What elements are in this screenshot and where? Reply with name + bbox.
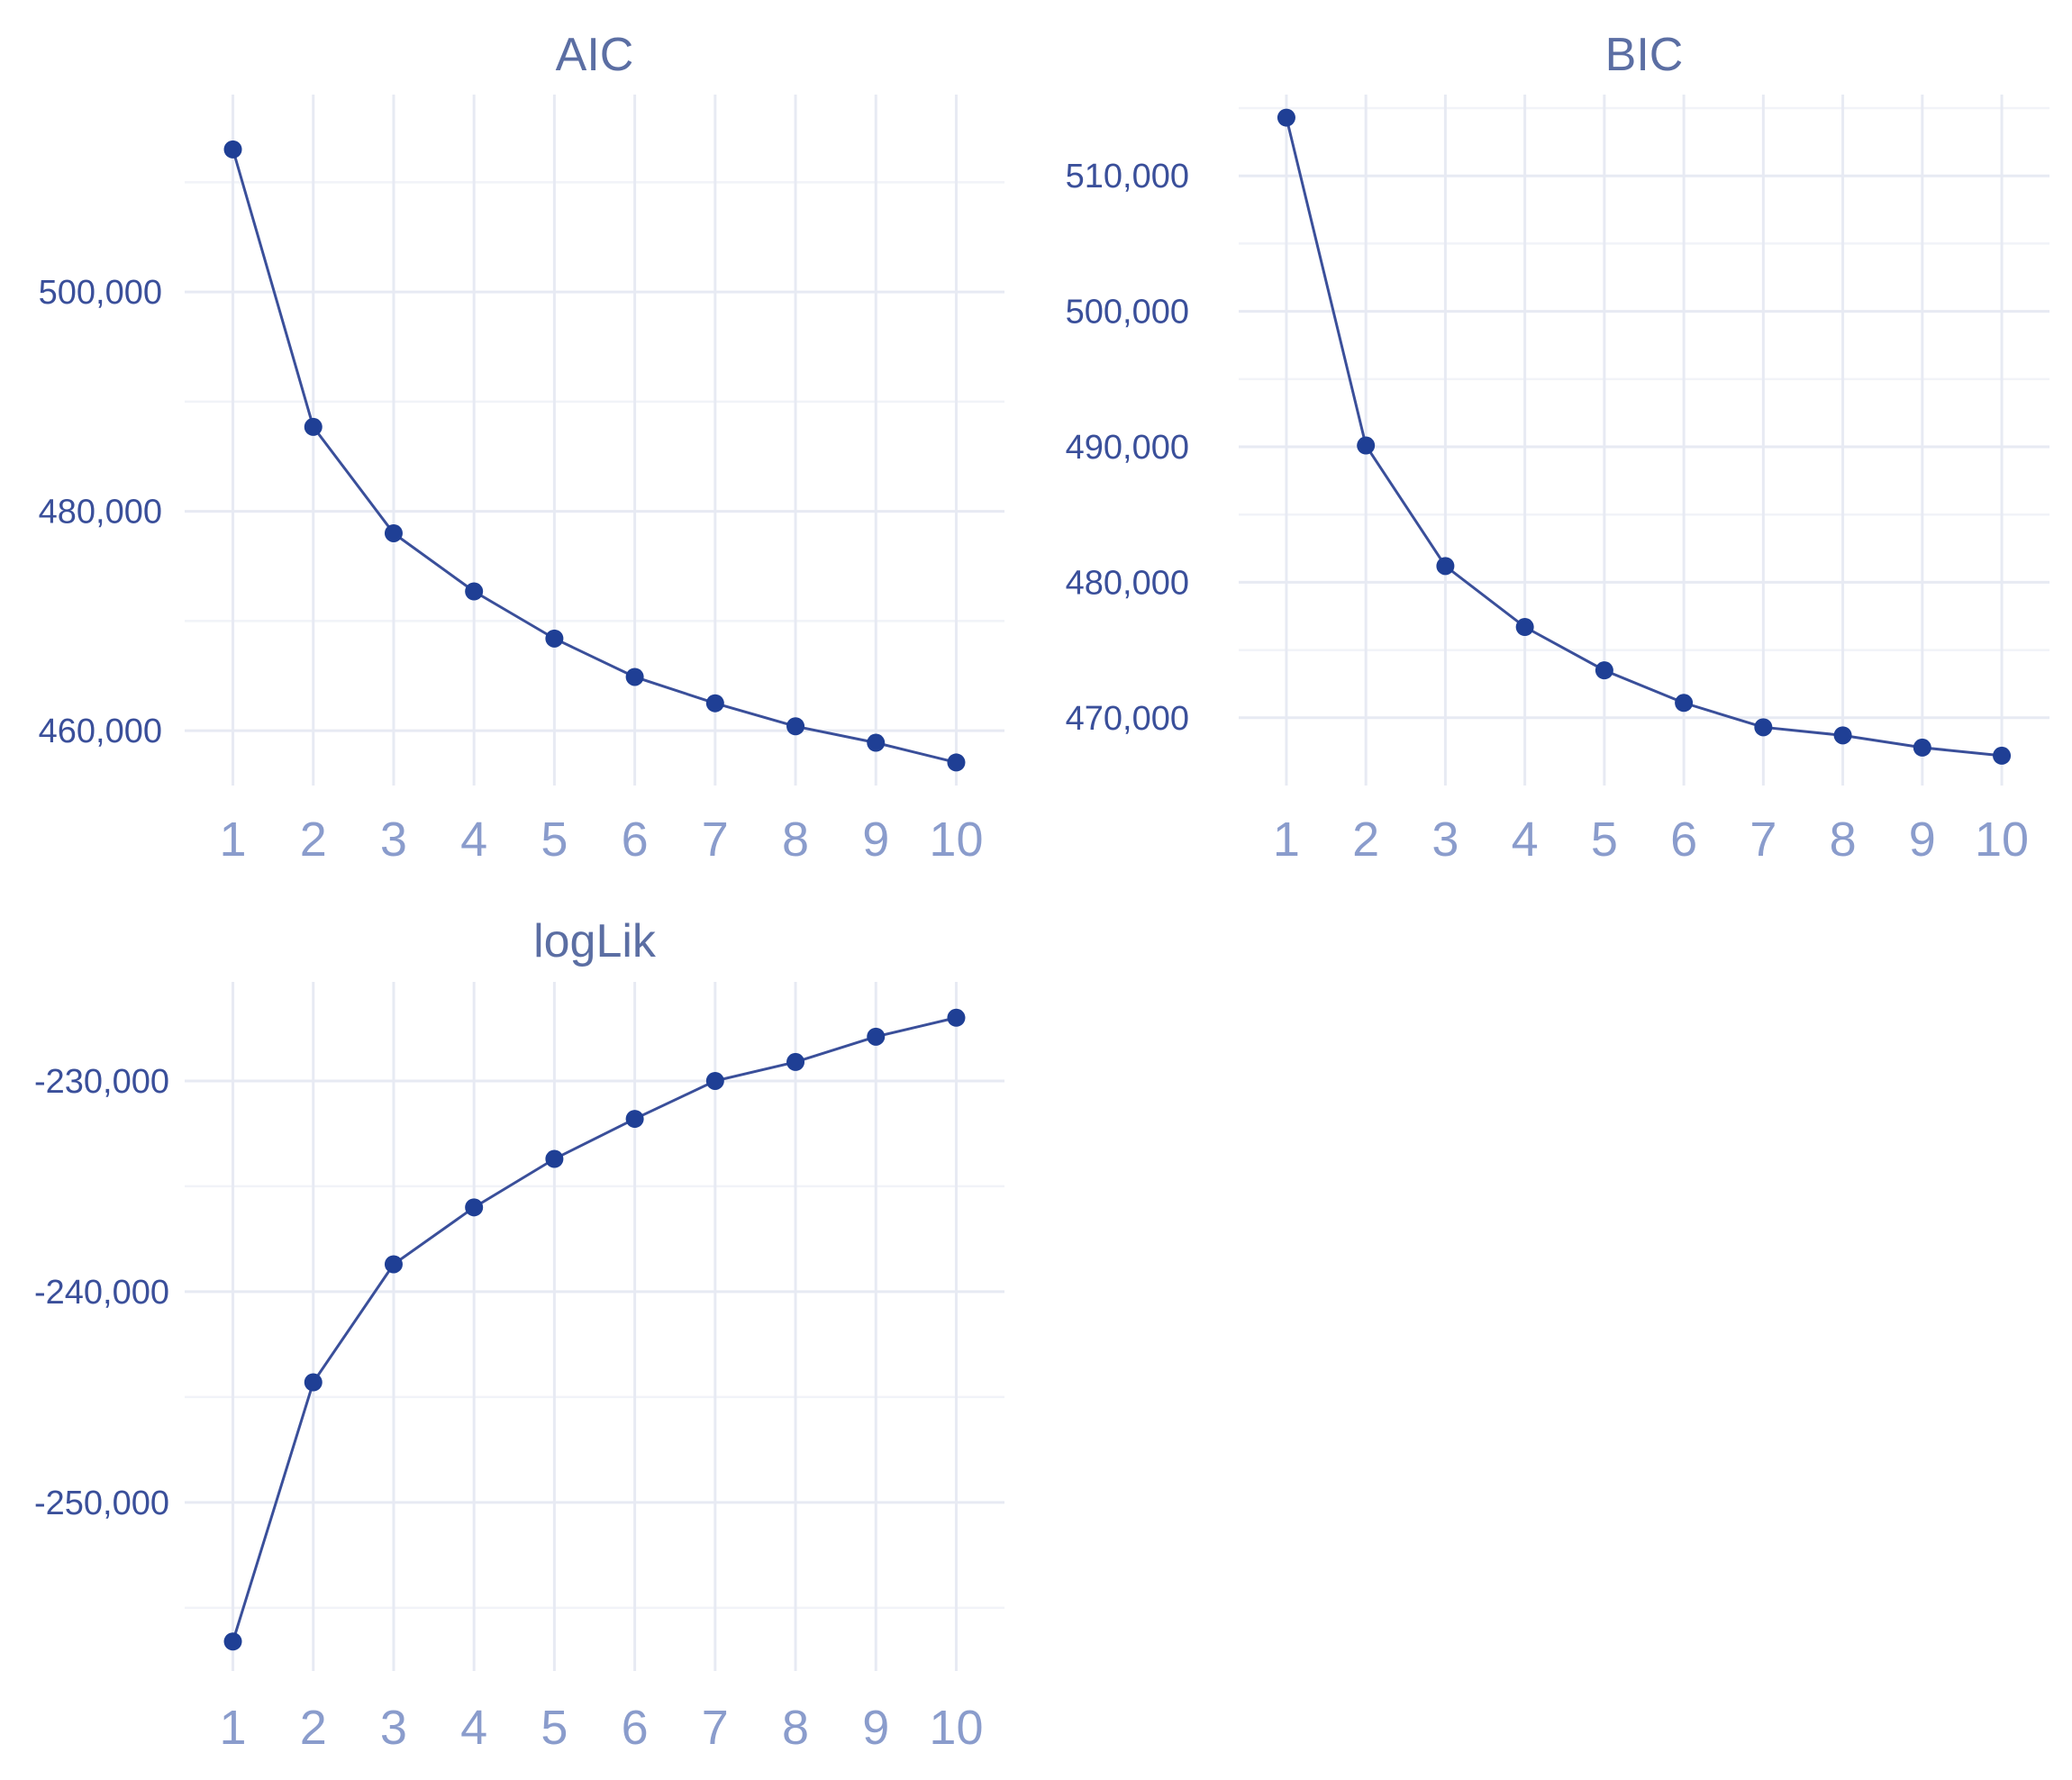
- x-tick-label: 5: [541, 813, 568, 867]
- x-tick-label: 8: [1830, 813, 1857, 867]
- y-tick-label: 500,000: [39, 274, 162, 312]
- x-tick-label: 7: [702, 813, 729, 867]
- chart-title: AIC: [556, 29, 634, 81]
- x-tick-label: 6: [1670, 813, 1697, 867]
- x-tick-label: 3: [1431, 813, 1459, 867]
- data-point: [1754, 718, 1773, 737]
- data-point: [1993, 746, 2012, 765]
- data-point: [384, 1255, 403, 1274]
- data-point: [786, 717, 805, 736]
- y-tick-label: 460,000: [39, 713, 162, 750]
- x-tick-label: 4: [1512, 813, 1539, 867]
- series-line: [232, 1016, 957, 1642]
- x-tick-label: 7: [1749, 813, 1777, 867]
- x-tick-label: 1: [1273, 813, 1300, 867]
- x-tick-label: 10: [1975, 813, 2029, 867]
- y-tick-label: 480,000: [39, 494, 162, 531]
- y-tick-label: 470,000: [1066, 700, 1189, 738]
- x-tick-label: 1: [220, 1701, 247, 1755]
- x-tick-label: 1: [220, 813, 247, 867]
- y-tick-label: 480,000: [1066, 564, 1189, 602]
- y-tick-label: 490,000: [1066, 429, 1189, 467]
- series-line: [232, 149, 957, 764]
- y-tick-label: -240,000: [34, 1274, 169, 1312]
- panel-aic: AIC 460,000 480,000 500,000 1 2 3 4 5 6 7 8 9 10: [39, 29, 1004, 867]
- data-point: [223, 140, 242, 159]
- data-point: [867, 1027, 886, 1046]
- x-tick-label: 7: [702, 1701, 729, 1755]
- x-tick-label: 5: [1591, 813, 1618, 867]
- x-tick-label: 2: [300, 1701, 327, 1755]
- x-tick-label: 4: [460, 1701, 487, 1755]
- x-tick-label: 2: [1352, 813, 1379, 867]
- data-point: [545, 629, 564, 648]
- x-tick-label: 3: [380, 1701, 407, 1755]
- x-tick-label: 9: [862, 1701, 889, 1755]
- data-point: [1833, 726, 1852, 745]
- data-point: [947, 1008, 966, 1027]
- chart-title: logLik: [533, 915, 657, 967]
- x-tick-label: 8: [782, 813, 809, 867]
- x-tick-label: 6: [622, 813, 649, 867]
- data-point: [867, 733, 886, 752]
- data-point: [384, 523, 403, 542]
- data-point: [1913, 738, 1931, 757]
- x-tick-label: 2: [300, 813, 327, 867]
- data-point: [786, 1052, 805, 1071]
- data-point: [545, 1149, 564, 1168]
- panel-bic: BIC 470,000 480,000 490,000 500,000 510,000 1 2…: [1066, 29, 2049, 867]
- y-tick-label: -250,000: [34, 1485, 169, 1522]
- x-tick-label: 3: [380, 813, 407, 867]
- data-point: [947, 753, 966, 772]
- x-tick-label: 4: [460, 813, 487, 867]
- data-point: [1675, 694, 1694, 713]
- y-tick-label: 510,000: [1066, 158, 1189, 195]
- data-point: [465, 582, 484, 601]
- chart-title: BIC: [1605, 29, 1684, 81]
- data-point: [304, 417, 323, 436]
- x-tick-label: 10: [929, 1701, 983, 1755]
- x-tick-label: 9: [862, 813, 889, 867]
- data-point: [465, 1198, 484, 1217]
- series-line: [1285, 117, 2003, 758]
- x-tick-label: 8: [782, 1701, 809, 1755]
- x-tick-label: 10: [929, 813, 983, 867]
- data-point: [625, 1110, 644, 1129]
- x-tick-label: 5: [541, 1701, 568, 1755]
- x-tick-label: 6: [622, 1701, 649, 1755]
- y-tick-label: 500,000: [1066, 294, 1189, 331]
- data-point: [223, 1632, 242, 1651]
- data-point: [1277, 108, 1295, 127]
- data-point: [1436, 557, 1455, 576]
- data-point: [304, 1373, 323, 1392]
- data-point: [625, 668, 644, 686]
- data-point: [1515, 618, 1534, 637]
- x-tick-label: 9: [1909, 813, 1936, 867]
- y-tick-label: -230,000: [34, 1063, 169, 1101]
- data-point: [1595, 661, 1613, 680]
- data-point: [1357, 436, 1376, 455]
- data-point: [705, 1071, 724, 1090]
- panel-loglik: logLik -250,000 -240,000 -230,000 1 2 3 4 5 6 7 8 9 1…: [34, 915, 1004, 1755]
- data-point: [705, 694, 724, 713]
